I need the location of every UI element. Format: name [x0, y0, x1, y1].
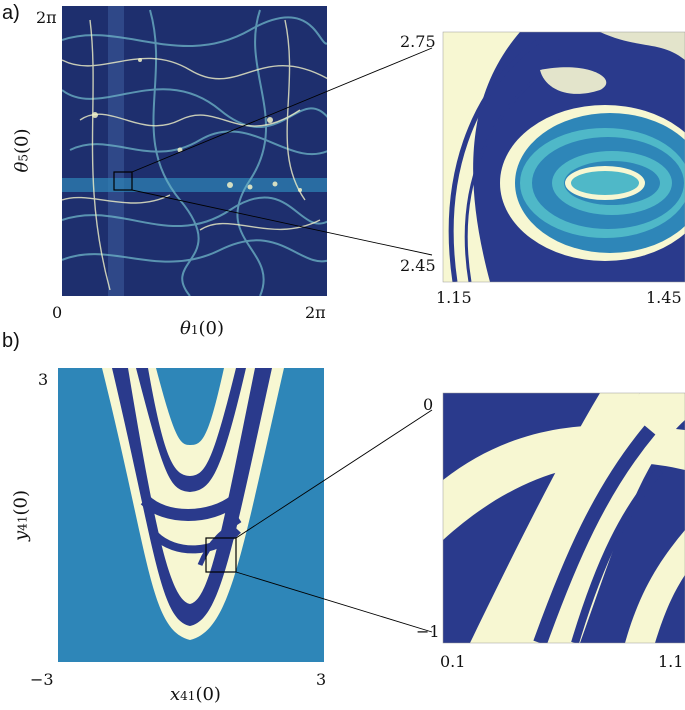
panel-a-zoom-x-max: 1.45 [646, 288, 682, 307]
panel-b-main-image [58, 368, 324, 662]
panel-a-zoom-image [443, 32, 685, 282]
panel-b-zoom-x-max: 1.1 [658, 652, 684, 671]
panel-b-zoom-x-min: 0.1 [440, 652, 466, 671]
panel-a-zoom-y-min: 2.45 [400, 256, 436, 275]
panel-b-connector-bottom [235, 571, 433, 633]
panel-a-zoom-box [113, 171, 133, 191]
panel-a-x-min: 0 [52, 303, 63, 322]
panel-b-zoom-box [205, 537, 237, 573]
panel-b-zoom-image [443, 393, 685, 643]
panel-a-connector-bottom [131, 189, 433, 256]
panel-a-x-max: 2π [305, 303, 326, 322]
panel-a-zoom-y-max: 2.75 [400, 32, 436, 51]
panel-a-y-max: 2π [36, 8, 57, 27]
panel-a-x-label: θ1(0) [180, 318, 224, 339]
panel-b-y-label: y41(0) [10, 490, 32, 541]
panel-b-zoom-y-max: 0 [423, 395, 434, 414]
panel-b-x-min: −3 [30, 670, 54, 689]
panel-b-label: b) [2, 330, 20, 352]
panel-b-connector-top [235, 409, 433, 539]
panel-a-label: a) [2, 2, 20, 24]
panel-a-connector-top [131, 47, 433, 173]
panel-b-x-max: 3 [316, 670, 327, 689]
panel-a-main-image [62, 6, 327, 296]
panel-a-zoom-x-min: 1.15 [436, 288, 472, 307]
panel-a-y-label: θ5(0) [11, 128, 33, 173]
panel-b-zoom-y-min: −1 [416, 622, 440, 641]
panel-b-x-label: x41(0) [170, 684, 221, 705]
panel-b-y-max: 3 [38, 370, 49, 389]
